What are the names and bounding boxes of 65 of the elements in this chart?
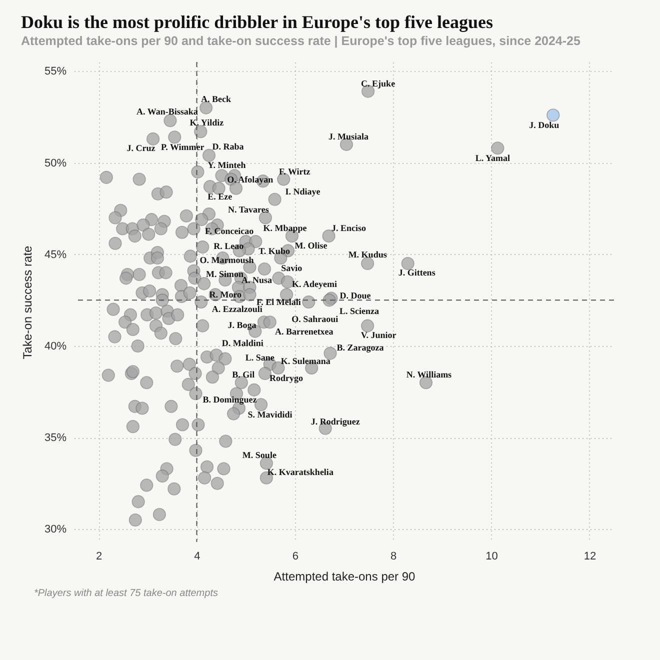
y-tick-label: 45% (44, 248, 67, 261)
annotation: O. Sahraoui (292, 314, 339, 324)
chart-title: Doku is the most prolific dribbler in Europe's top five leagues (20, 12, 494, 32)
annotation: K. Kvaratskhelia (267, 466, 334, 477)
annotation: A. Wan-Bissaka (136, 106, 198, 117)
annotation: J. Musiala (328, 131, 369, 142)
annotation: P. Wimmer (160, 142, 204, 152)
annotation: M. Soule (242, 450, 276, 460)
annotation: B. Gil (232, 370, 256, 380)
annotation: M. Kudus (348, 250, 388, 260)
annotation: A. Barrenetxea (274, 326, 334, 336)
annotation: A. Ezzalzouli (212, 304, 263, 314)
annotation: B. Dominguez (202, 394, 257, 405)
annotation: N. Tavares (228, 204, 270, 215)
annotation: T. Kubo (258, 246, 290, 256)
annotation: D. Raba (212, 141, 244, 152)
annotation: L. Scienza (340, 306, 380, 316)
annotation: L. Yamal (475, 153, 510, 164)
annotation: S. Mavididi (248, 410, 293, 420)
y-tick-label: 55% (44, 66, 67, 78)
x-tick-label: 2 (96, 550, 102, 562)
annotation: O. Afolayan (227, 174, 274, 184)
chart-subtitle: Attempted take-ons per 90 and take-on success rate | Europe's top five leagues, since 2024-25 (20, 34, 580, 48)
annotation: L. Sane (245, 352, 274, 362)
annotation: M. Olise (294, 240, 328, 251)
annotation: J. Boga (228, 320, 257, 330)
annotation: R. Leao (214, 241, 244, 252)
x-tick-label: 6 (292, 550, 298, 562)
annotation: B. Zaragoza (336, 342, 384, 352)
annotation: C. Ejuke (361, 78, 396, 88)
x-tick-label: 4 (194, 550, 200, 562)
annotation: K. Sulemana (280, 356, 331, 366)
annotation: E. Eze (208, 191, 232, 202)
annotation: I. Ndiaye (285, 186, 320, 196)
annotation: R. Moro (209, 290, 242, 300)
y-axis-title: Take-on success rate (20, 245, 34, 360)
annotation: N. Williams (406, 370, 452, 380)
annotation: Savio (281, 263, 303, 274)
annotation: O. Marmoush (200, 255, 254, 266)
y-tick-label: 35% (44, 432, 67, 444)
annotation: K. Yildiz (190, 118, 224, 128)
annotation: J. Gittens (398, 268, 436, 278)
text: *Players with at least 75 take-on attempts (34, 588, 218, 599)
annotation: J. Doku (529, 120, 560, 130)
annotation: J. Cruz (126, 142, 156, 153)
x-axis-title: Attempted take-ons per 90 (274, 570, 416, 584)
annotation: K. Adeyemi (292, 278, 338, 289)
x-tick-label: 8 (390, 550, 397, 562)
annotation: F. Wirtz (278, 166, 310, 176)
annotation: V. Junior (360, 330, 396, 340)
annotation: J. Enciso (332, 223, 367, 234)
annotation: J. Rodriguez (310, 416, 360, 426)
annotation: A. Beck (201, 94, 232, 104)
x-tick-label: 12 (584, 550, 596, 562)
annotation: D. Doue (340, 290, 371, 300)
annotation: Y. Minteh (208, 160, 246, 170)
x-tick-label: 10 (486, 550, 498, 562)
y-tick-label: 50% (44, 157, 67, 170)
annotation: Rodrygo (269, 372, 304, 383)
y-tick-label: 30% (44, 524, 67, 536)
annotation: F. Conceicao (205, 226, 254, 236)
y-tick-label: 40% (44, 340, 67, 352)
annotation: D. Maldini (222, 338, 264, 348)
annotation: M. Simon (206, 269, 244, 280)
annotation: K. Mbappe (263, 223, 307, 234)
